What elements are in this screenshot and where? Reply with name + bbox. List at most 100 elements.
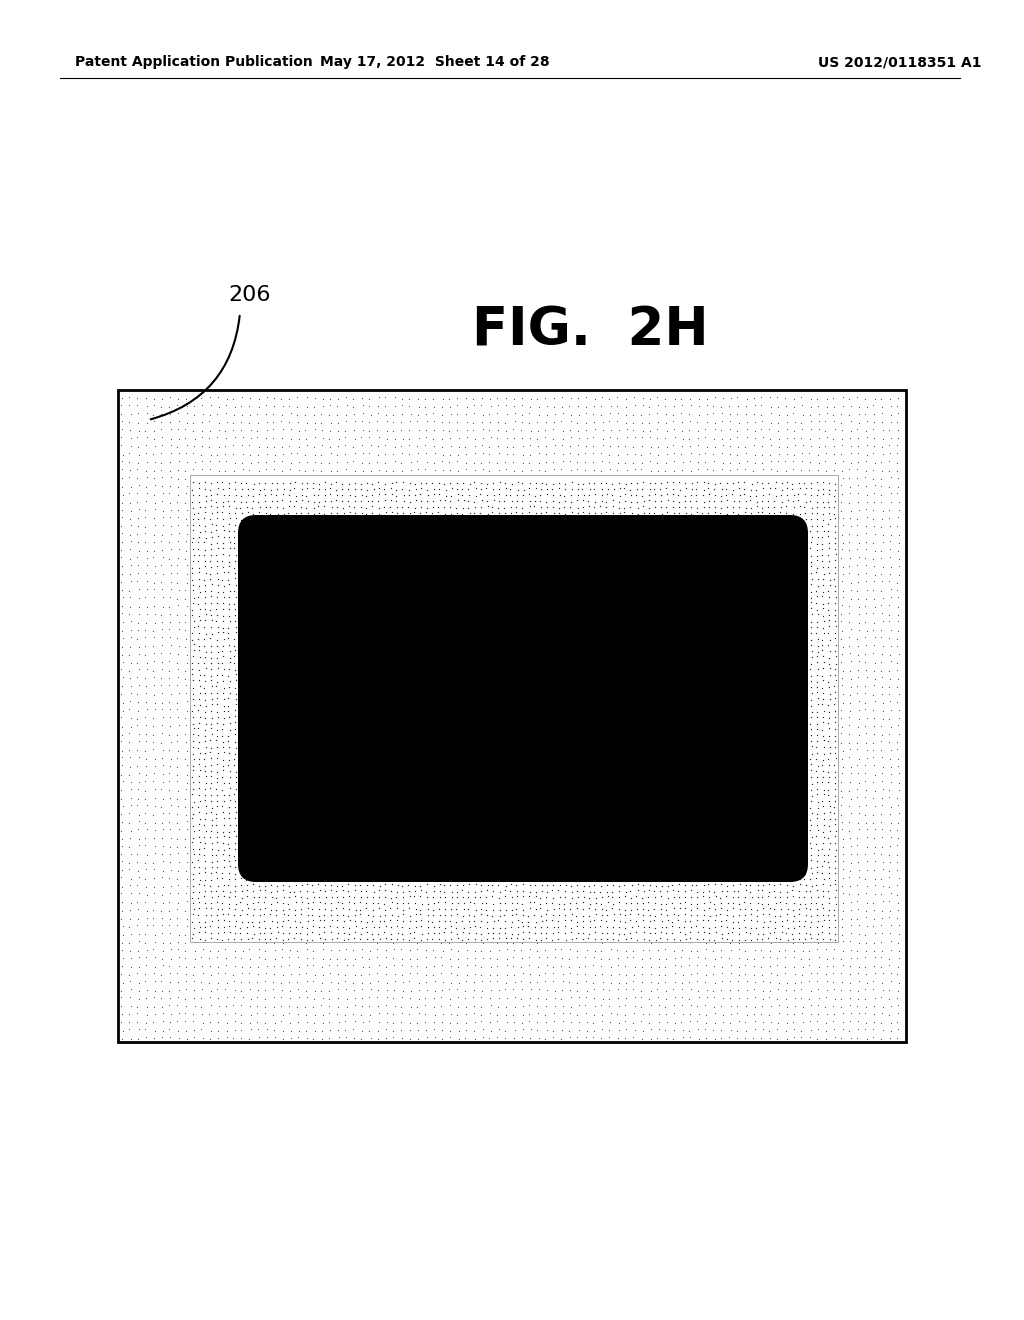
Point <box>588 700 604 721</box>
Point <box>297 676 313 697</box>
Point <box>456 682 472 704</box>
Point <box>178 645 195 667</box>
Point <box>430 857 446 878</box>
Point <box>265 770 282 791</box>
Point <box>610 869 627 890</box>
Point <box>562 832 579 853</box>
Point <box>222 713 239 734</box>
Point <box>658 929 675 950</box>
Point <box>458 458 474 479</box>
Point <box>624 735 640 756</box>
Point <box>113 684 129 705</box>
Point <box>581 676 597 697</box>
Point <box>377 634 393 655</box>
Point <box>338 820 354 841</box>
Point <box>794 540 810 561</box>
Point <box>311 569 328 590</box>
Point <box>722 684 738 705</box>
Point <box>858 562 874 583</box>
Point <box>515 576 531 597</box>
Point <box>826 923 843 944</box>
Point <box>691 388 708 409</box>
Point <box>215 611 231 632</box>
Point <box>360 635 377 656</box>
Point <box>629 473 645 494</box>
Point <box>122 756 138 777</box>
Point <box>671 713 687 734</box>
Point <box>731 532 748 553</box>
Point <box>672 557 688 578</box>
Point <box>388 843 404 865</box>
Point <box>579 836 595 857</box>
Point <box>617 628 634 649</box>
Point <box>611 731 628 752</box>
Point <box>594 725 610 746</box>
Point <box>281 688 297 709</box>
Point <box>113 546 129 568</box>
Point <box>436 929 453 950</box>
Point <box>473 473 489 494</box>
Point <box>792 923 808 944</box>
Point <box>378 660 394 681</box>
Point <box>753 652 769 673</box>
Point <box>220 755 237 776</box>
Point <box>297 739 313 760</box>
Point <box>503 507 519 528</box>
Point <box>767 478 783 499</box>
Point <box>329 804 345 825</box>
Point <box>731 694 748 715</box>
Point <box>748 719 764 741</box>
Point <box>587 508 603 529</box>
Point <box>401 939 418 960</box>
Point <box>215 833 231 854</box>
Point <box>505 818 521 840</box>
Point <box>575 892 592 913</box>
Point <box>884 940 900 961</box>
Point <box>355 612 372 634</box>
Point <box>810 829 826 850</box>
Point <box>763 546 779 568</box>
Point <box>652 598 669 619</box>
Point <box>324 791 340 812</box>
Point <box>507 837 523 858</box>
Point <box>768 928 784 949</box>
Point <box>197 701 213 722</box>
Point <box>306 755 323 776</box>
Point <box>251 779 267 800</box>
Point <box>185 755 202 776</box>
Point <box>193 685 209 706</box>
Point <box>502 760 518 781</box>
Point <box>635 875 651 896</box>
Point <box>514 911 530 932</box>
Point <box>587 688 603 709</box>
Point <box>215 562 231 583</box>
Point <box>298 685 314 706</box>
Point <box>514 428 530 449</box>
Point <box>883 619 899 640</box>
Point <box>587 780 603 801</box>
Point <box>849 675 865 696</box>
Point <box>154 475 170 496</box>
Point <box>534 701 550 722</box>
Point <box>826 659 843 680</box>
Point <box>649 837 666 858</box>
Point <box>479 862 496 883</box>
Point <box>521 595 538 616</box>
Point <box>275 591 292 612</box>
Point <box>283 1020 299 1041</box>
Point <box>652 665 669 686</box>
Point <box>305 795 322 816</box>
Point <box>666 628 682 649</box>
Point <box>700 743 717 764</box>
Point <box>514 491 530 512</box>
Point <box>323 766 339 787</box>
Point <box>841 602 857 623</box>
Point <box>611 1012 628 1034</box>
Point <box>330 1020 346 1041</box>
Point <box>457 754 473 775</box>
Point <box>617 820 634 841</box>
Point <box>190 615 207 636</box>
Point <box>528 388 545 409</box>
Point <box>418 956 434 977</box>
Point <box>436 899 453 920</box>
